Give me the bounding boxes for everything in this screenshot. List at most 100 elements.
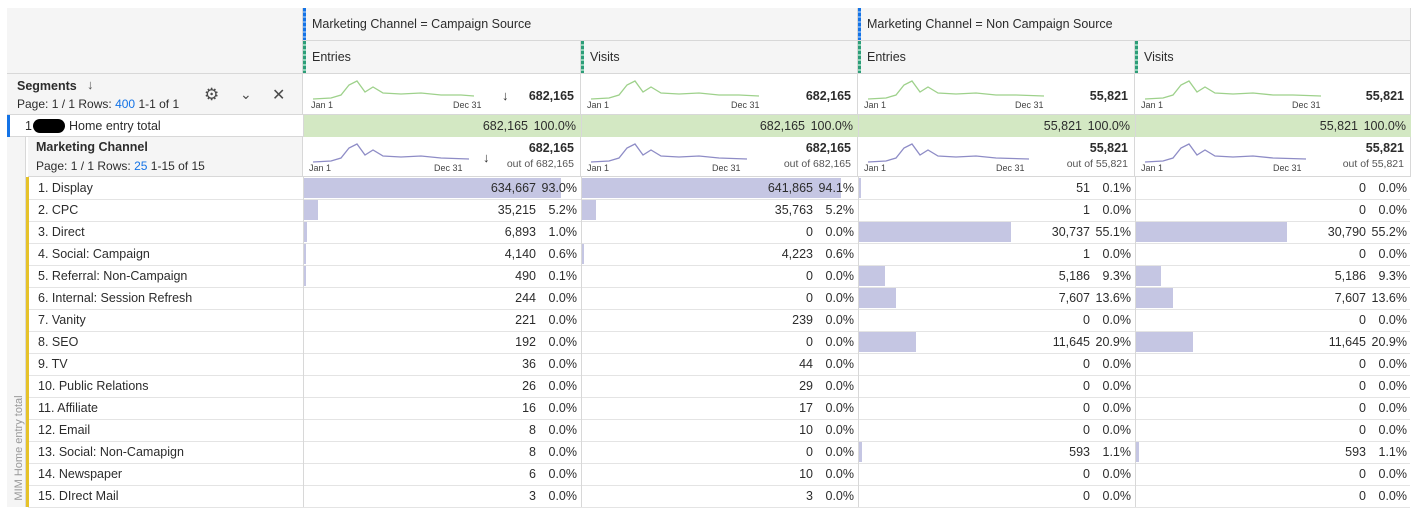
table-row[interactable]: 4. Social: Campaign 4,140 0.6% 4,223 0.6% 1 0.… bbox=[26, 243, 1412, 266]
cell-percent: 0.0% bbox=[1378, 467, 1408, 481]
metric-cell: 0 0.0% bbox=[1135, 243, 1412, 265]
cell-percent: 0.0% bbox=[1102, 247, 1132, 261]
cell-percent: 13.6% bbox=[1095, 291, 1131, 305]
cell-percent: 0.0% bbox=[1102, 423, 1132, 437]
table-row[interactable]: 5. Referral: Non-Campaign 490 0.1% 0 0.0% 5,1… bbox=[26, 265, 1410, 288]
sparkline[interactable] bbox=[589, 77, 761, 103]
row-label: 11. Affiliate bbox=[38, 401, 98, 415]
sparkline[interactable] bbox=[866, 140, 1031, 166]
cell-percent: 0.0% bbox=[548, 357, 578, 371]
close-icon[interactable]: ✕ bbox=[272, 87, 286, 104]
sort-arrow-icon[interactable]: ↓ bbox=[483, 150, 490, 165]
row-marker bbox=[26, 199, 29, 221]
metric-cell: 0 0.0% bbox=[581, 441, 859, 463]
sparkline[interactable] bbox=[589, 140, 749, 166]
row-label: 1. Display bbox=[38, 181, 93, 195]
sparkline[interactable] bbox=[1143, 77, 1323, 103]
segment-value-cell: 55,821 100.0% bbox=[1135, 115, 1411, 137]
metric-header-visits-1[interactable]: Visits bbox=[581, 41, 858, 74]
metric-cell: 192 0.0% bbox=[303, 331, 582, 353]
sparkline[interactable] bbox=[1143, 140, 1308, 166]
table-row[interactable]: 13. Social: Non-Camapign 8 0.0% 0 0.0% 593 1.1… bbox=[26, 441, 1410, 464]
cell-value: 0 bbox=[806, 269, 813, 283]
cell-percent: 1.0% bbox=[548, 225, 578, 239]
cell-value: 244 bbox=[515, 291, 536, 305]
cell-percent: 0.0% bbox=[825, 269, 855, 283]
rows-per-page-link[interactable]: 25 bbox=[134, 159, 148, 173]
row-label: 14. Newspaper bbox=[38, 467, 123, 481]
row-marker bbox=[26, 177, 29, 199]
metric-header-label: Visits bbox=[590, 50, 620, 64]
table-row[interactable]: 14. Newspaper 6 0.0% 10 0.0% 0 0.0% 0 0.0% bbox=[26, 463, 1410, 486]
cell-percent: 20.9% bbox=[1371, 335, 1407, 349]
segment-header-label: Marketing Channel = Campaign Source bbox=[312, 17, 532, 31]
table-row[interactable]: 6. Internal: Session Refresh 244 0.0% 0 0.0%… bbox=[26, 287, 1410, 310]
row-label: 10. Public Relations bbox=[38, 379, 149, 393]
cell-value: 10 bbox=[799, 423, 813, 437]
sparkline-end: Dec 31 bbox=[712, 163, 741, 173]
percent-bar bbox=[859, 442, 863, 462]
segment-header-campaign[interactable]: Marketing Channel = Campaign Source bbox=[303, 8, 858, 41]
metric-header-entries-2[interactable]: Entries bbox=[858, 41, 1135, 74]
segment-row-marker bbox=[7, 115, 10, 137]
metric-header-entries-1[interactable]: Entries bbox=[303, 41, 581, 74]
metric-cell: 4,140 0.6% bbox=[303, 243, 582, 265]
segments-title[interactable]: Segments bbox=[17, 79, 77, 93]
cell-value: 3 bbox=[529, 489, 536, 503]
sparkline[interactable] bbox=[866, 77, 1046, 103]
table-row[interactable]: 8. SEO 192 0.0% 0 0.0% 11,645 20.9% 11,645 20.9% bbox=[26, 331, 1410, 354]
arrow-down-icon[interactable]: ↓ bbox=[87, 77, 94, 92]
table-row[interactable]: 15. DIrect Mail 3 0.0% 3 0.0% 0 0.0% 0 0.0% bbox=[26, 485, 1412, 508]
segment-value-cell: 682,165 100.0% bbox=[303, 115, 581, 137]
segment-row[interactable]: 1 Home entry total 682,165 100.0% 682,16… bbox=[7, 115, 1411, 137]
total-cell-visits-2: Jan 1 Dec 31 55,821 bbox=[1135, 74, 1411, 115]
table-row[interactable]: 11. Affiliate 16 0.0% 17 0.0% 0 0.0% 0 0.0% bbox=[26, 397, 1410, 420]
table-row[interactable]: 1. Display 634,667 93.0% 641,865 94.1% 51 0.1%… bbox=[26, 177, 1410, 200]
cell-value: 1 bbox=[1083, 203, 1090, 217]
segments-pagination: Page: 1 / 1 Rows: 400 1-1 of 1 bbox=[17, 97, 179, 111]
cell-percent: 0.0% bbox=[825, 445, 855, 459]
cell-value: 641,865 bbox=[767, 181, 813, 195]
total-cell-visits-1: Jan 1 Dec 31 682,165 bbox=[581, 74, 858, 115]
cell-value: 634,667 bbox=[490, 181, 536, 195]
segment-value-cell: 682,165 100.0% bbox=[581, 115, 858, 137]
cell-percent: 0.0% bbox=[825, 489, 855, 503]
gear-icon[interactable]: ⚙ bbox=[204, 85, 220, 104]
cell-percent: 0.0% bbox=[548, 313, 578, 327]
table-row[interactable]: 9. TV 36 0.0% 44 0.0% 0 0.0% 0 0.0% bbox=[26, 353, 1410, 376]
percent-bar bbox=[304, 266, 306, 286]
cell-value: 7,607 bbox=[1058, 291, 1090, 305]
sparkline[interactable] bbox=[311, 140, 471, 166]
sort-arrow-icon[interactable]: ↓ bbox=[502, 88, 509, 103]
cell-percent: 0.6% bbox=[548, 247, 578, 261]
table-row[interactable]: 7. Vanity 221 0.0% 239 0.0% 0 0.0% 0 0.0% bbox=[26, 309, 1410, 332]
cell-percent: 0.0% bbox=[548, 335, 578, 349]
rows-per-page-link[interactable]: 400 bbox=[115, 97, 136, 111]
chevron-down-icon[interactable]: ⌄ bbox=[240, 86, 252, 102]
segment-header-non-campaign[interactable]: Marketing Channel = Non Campaign Source bbox=[858, 8, 1411, 41]
sparkline[interactable] bbox=[311, 77, 476, 103]
total-cell-entries-1: Jan 1 Dec 31 ↓ 682,165 bbox=[303, 74, 581, 115]
metric-header-visits-2[interactable]: Visits bbox=[1135, 41, 1411, 74]
cell-percent: 55.1% bbox=[1095, 225, 1131, 239]
table-row[interactable]: 2. CPC 35,215 5.2% 35,763 5.2% 1 0.0% 0 0.0% bbox=[26, 199, 1410, 222]
cell-value: 11,645 bbox=[1052, 335, 1090, 349]
percent-bar bbox=[1136, 332, 1194, 352]
table-row[interactable]: 10. Public Relations 26 0.0% 29 0.0% 0 0.0% 0 0.… bbox=[26, 375, 1410, 398]
metric-header-label: Entries bbox=[312, 50, 351, 64]
percent-bar bbox=[859, 332, 917, 352]
segment-row-label: Home entry total bbox=[69, 119, 161, 133]
metric-cell: 239 0.0% bbox=[581, 309, 859, 331]
table-row[interactable]: 3. Direct 6,893 1.0% 0 0.0% 30,737 55.1% 30,790… bbox=[26, 221, 1410, 244]
cell-percent: 0.0% bbox=[1102, 379, 1132, 393]
row-marker bbox=[26, 441, 29, 463]
cell-value: 593 bbox=[1345, 445, 1366, 459]
cell-percent: 1.1% bbox=[1102, 445, 1132, 459]
cell-percent: 0.0% bbox=[825, 291, 855, 305]
metric-header-label: Visits bbox=[1144, 50, 1174, 64]
table-row[interactable]: 12. Email 8 0.0% 10 0.0% 0 0.0% 0 0.0% bbox=[26, 419, 1410, 442]
dimension-title[interactable]: Marketing Channel bbox=[36, 140, 148, 154]
percent-bar bbox=[304, 200, 319, 220]
metric-cell: 0 0.0% bbox=[1135, 485, 1412, 507]
cell-value: 0 bbox=[806, 445, 813, 459]
